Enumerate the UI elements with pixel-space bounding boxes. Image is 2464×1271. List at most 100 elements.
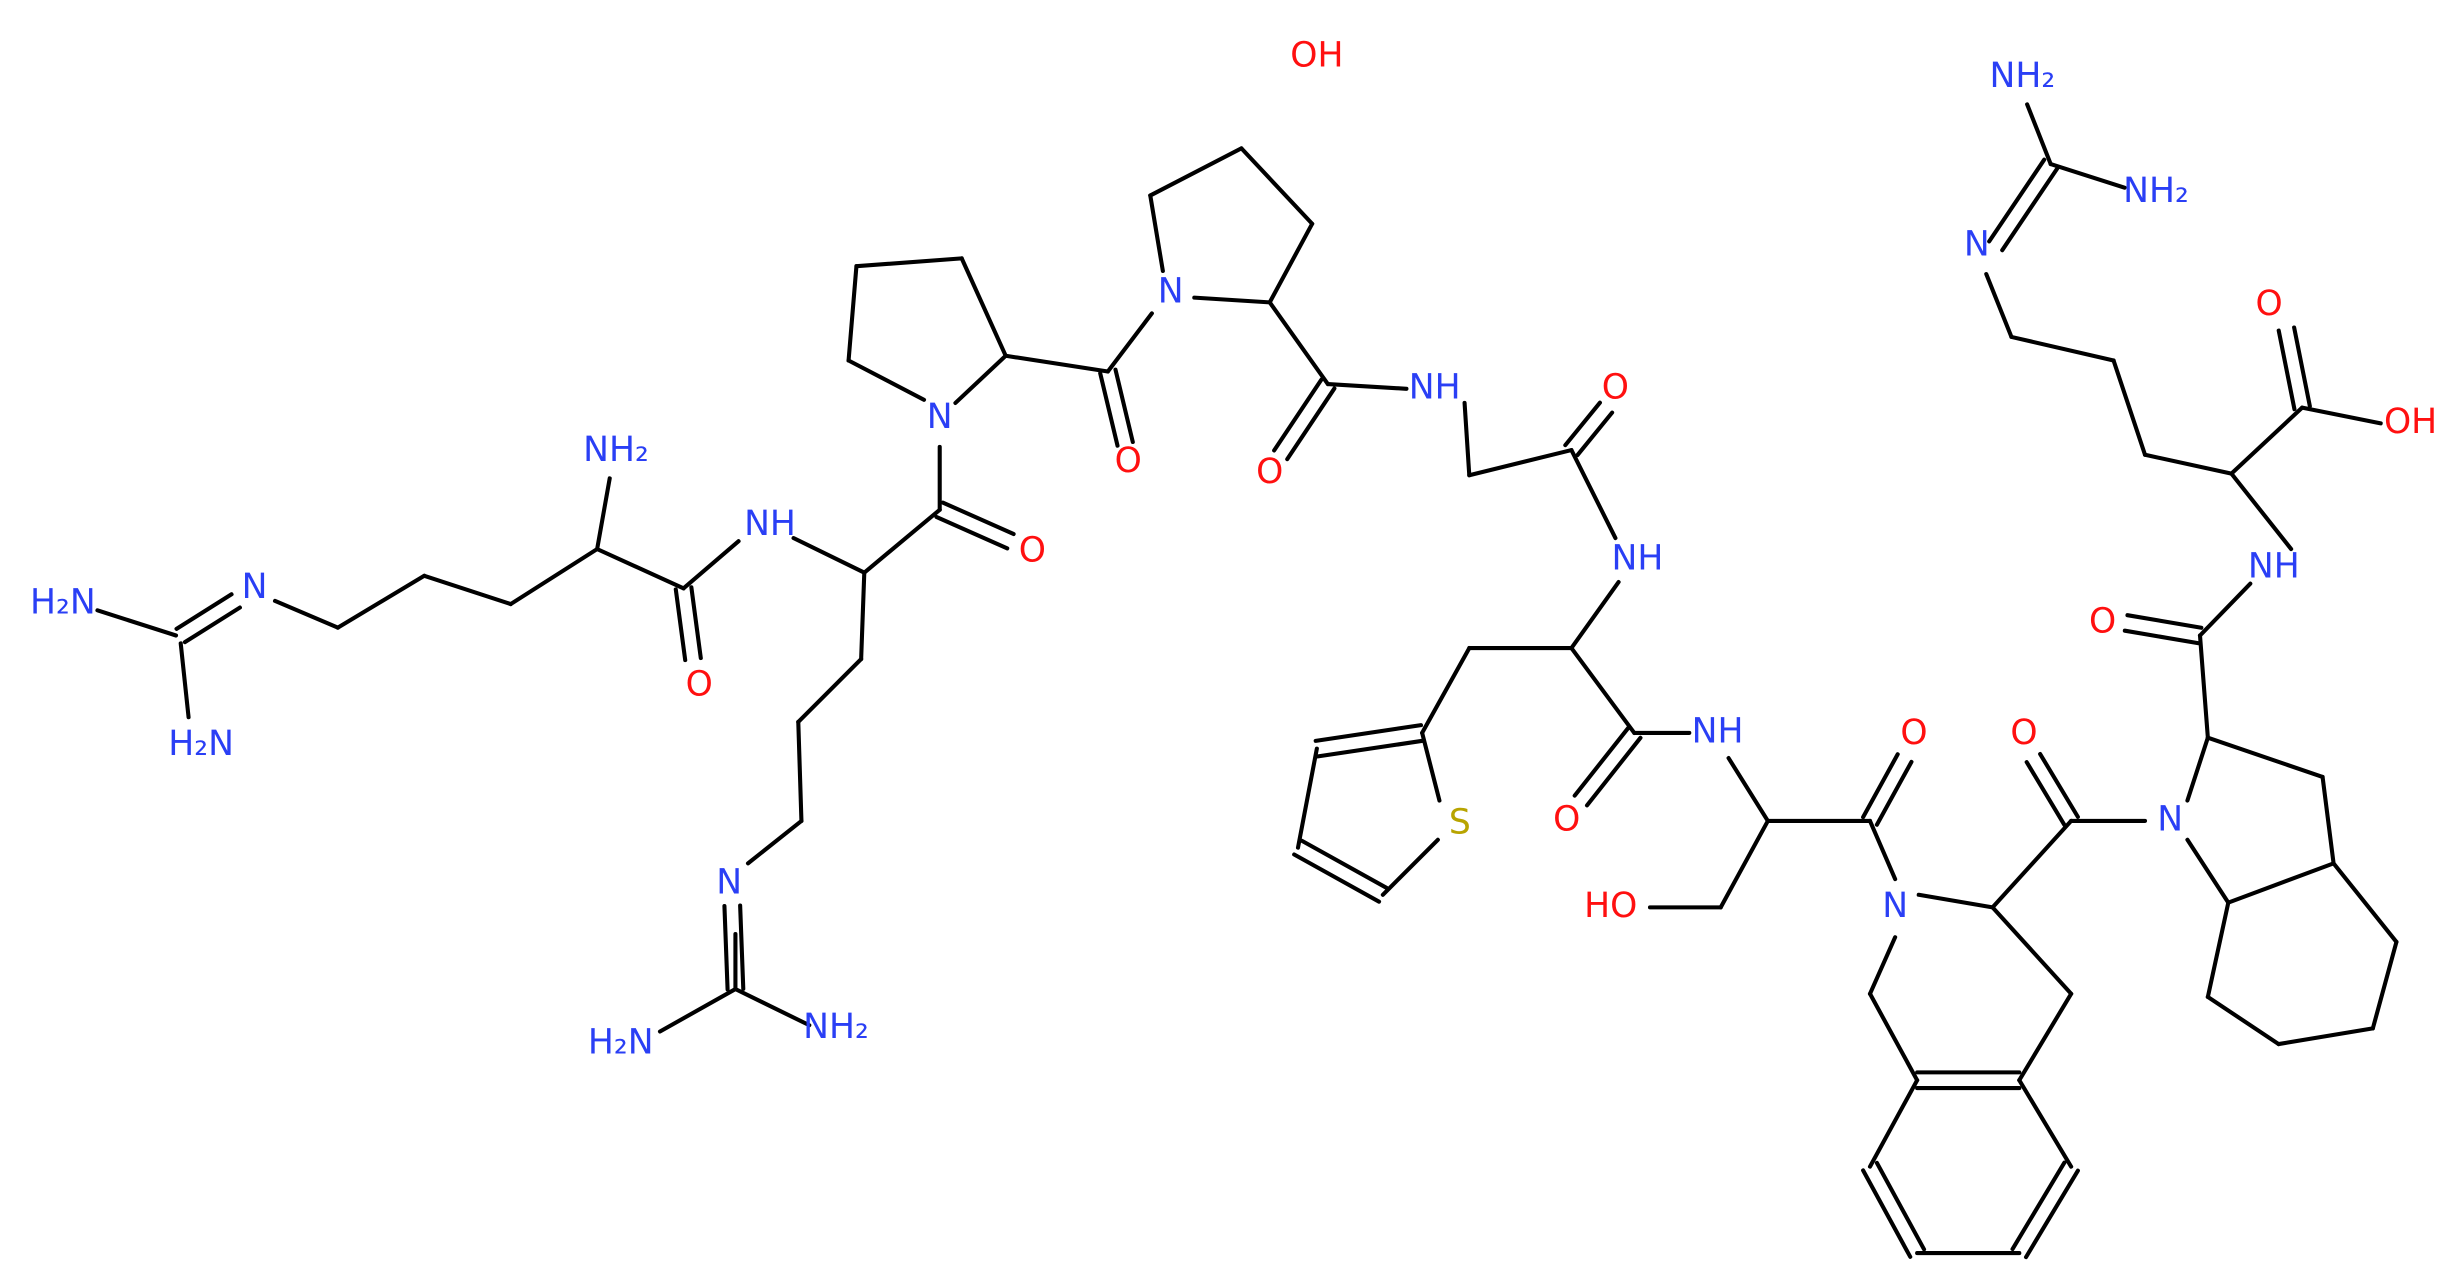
bond: [2142, 452, 2234, 476]
bond: [2197, 633, 2210, 740]
bond: [1569, 448, 1618, 541]
bond: [2300, 405, 2383, 426]
atom-label: H₂N: [588, 1023, 654, 1063]
bond: [1267, 221, 1315, 305]
atom-label: NH₂: [2123, 171, 2189, 211]
bond: [95, 608, 179, 638]
bond: [1148, 146, 1244, 198]
bond: [745, 818, 804, 866]
atom-label: O: [1900, 713, 1927, 753]
bond: [1861, 752, 1900, 820]
bond: [2024, 760, 2067, 828]
bond: [182, 605, 242, 645]
bond: [1192, 295, 1272, 305]
bond: [595, 547, 686, 591]
atom-label: O: [2256, 284, 2283, 324]
atom-label: O: [1256, 452, 1283, 492]
bond: [2000, 166, 2060, 253]
bond: [2276, 1026, 2375, 1047]
bond: [733, 987, 812, 1028]
bond: [959, 256, 1008, 358]
bond: [1867, 935, 1898, 996]
atom-label: N: [2157, 799, 2183, 839]
bond: [2017, 991, 2074, 1083]
bond: [1462, 400, 1472, 478]
atom-label: NH: [1409, 367, 1461, 407]
bond: [681, 539, 741, 591]
bond: [2276, 328, 2297, 412]
bond: [796, 719, 804, 823]
bond: [2320, 774, 2336, 866]
bond: [272, 598, 340, 630]
bond: [1726, 756, 1770, 823]
bond: [178, 641, 191, 720]
bond: [796, 657, 864, 724]
bond: [2226, 861, 2336, 905]
bond: [1584, 735, 1643, 808]
bond: [1575, 410, 1615, 458]
bond: [934, 514, 1010, 551]
atom-label: N: [1158, 271, 1184, 311]
bonds: [95, 102, 2399, 1260]
bond: [1990, 905, 2074, 996]
bond: [940, 500, 1016, 537]
bond: [1867, 1078, 1920, 1169]
bond: [854, 256, 964, 269]
bond: [1467, 448, 1574, 478]
bond: [1315, 738, 1426, 759]
atom-label: O: [1602, 367, 1629, 407]
bond: [174, 592, 234, 631]
atom-label: S: [1449, 803, 1471, 843]
atom-label: N: [927, 397, 953, 437]
atom-label: H₂N: [30, 583, 96, 623]
bond: [2038, 751, 2080, 819]
bond: [1718, 818, 1770, 910]
bond: [689, 585, 703, 661]
bond: [2023, 1168, 2080, 1260]
bond: [508, 547, 600, 607]
atom-label: HO: [1584, 886, 1637, 926]
atom-label: NH: [1612, 539, 1664, 579]
bond: [953, 353, 1008, 405]
bond: [1874, 759, 1914, 827]
bond: [2197, 581, 2253, 638]
bond: [1292, 852, 1382, 904]
bond: [1272, 377, 1324, 453]
bond: [1285, 386, 1337, 462]
bond: [846, 358, 927, 402]
bond: [791, 536, 867, 575]
bond: [2122, 628, 2201, 646]
bond: [1563, 400, 1602, 448]
atom-label: OH: [2384, 402, 2437, 442]
bond: [595, 476, 612, 552]
bond: [846, 264, 859, 363]
bond: [657, 987, 738, 1034]
atom-label: O: [686, 664, 713, 704]
atom-label: OH: [1290, 36, 1343, 76]
bond: [2017, 1078, 2074, 1169]
atom-label: NH: [1692, 711, 1744, 751]
bond: [1867, 991, 1920, 1083]
bond: [1569, 580, 1621, 651]
atom-label: NH₂: [583, 430, 649, 470]
bond: [1105, 311, 1154, 374]
bond: [1295, 746, 1319, 850]
bond: [2111, 358, 2148, 457]
bond: [1325, 382, 1409, 391]
bond: [722, 904, 730, 992]
bond: [1003, 353, 1110, 374]
bond: [1987, 157, 2047, 244]
bond: [1148, 193, 1165, 273]
bond: [1267, 300, 1330, 387]
bond: [1420, 646, 1472, 735]
atom-label: O: [1115, 441, 1142, 481]
bond: [2292, 325, 2312, 409]
atom-label: O: [2010, 713, 2037, 753]
bond: [2009, 334, 2116, 363]
bond: [1569, 646, 1637, 735]
bond: [2185, 735, 2210, 803]
atom-label: O: [1553, 799, 1580, 839]
bond: [1861, 1168, 1913, 1259]
